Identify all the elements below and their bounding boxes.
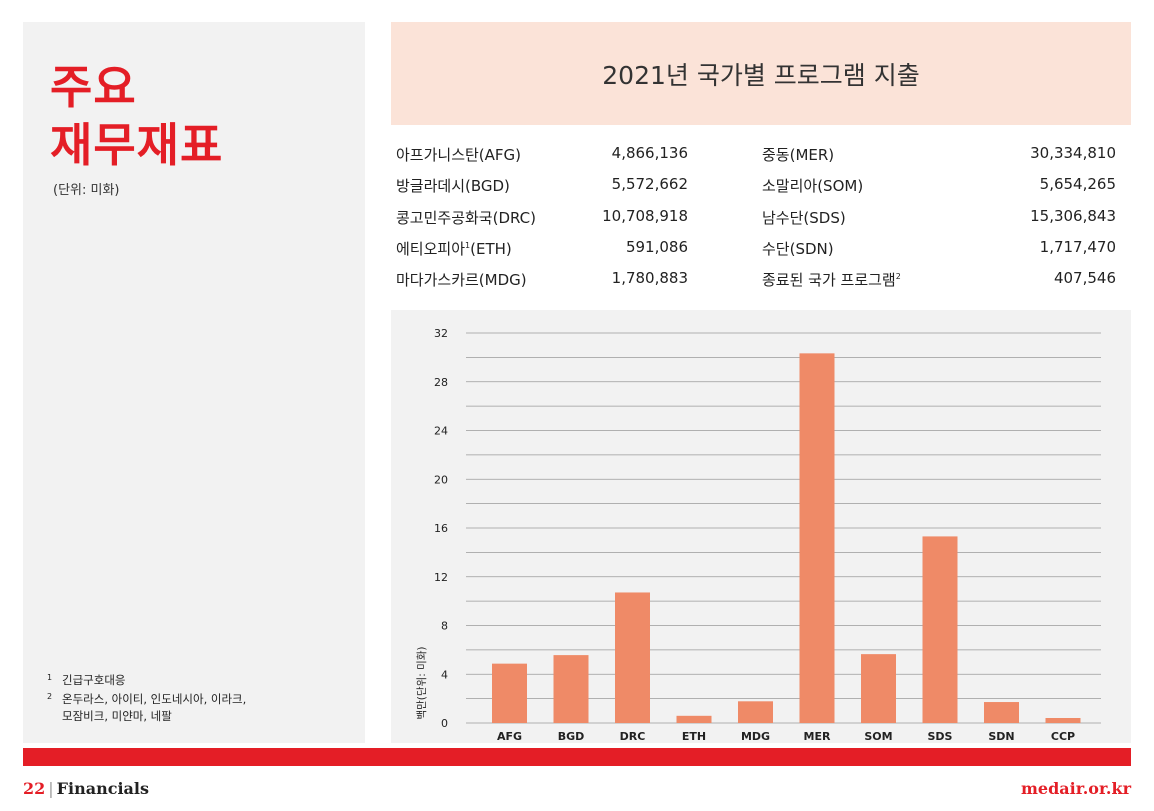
separator: | <box>48 779 54 798</box>
country-value: 591,086 <box>625 237 688 256</box>
country-name: 남수단(SDS) <box>762 208 846 227</box>
x-tick-label: SOM <box>864 730 892 743</box>
bar-som <box>861 654 896 723</box>
bar-mdg <box>738 701 773 723</box>
country-name: 콩고민주공화국(DRC) <box>396 208 537 227</box>
x-tick-label: MDG <box>741 730 770 743</box>
footnote-number: 1 <box>47 673 53 682</box>
table-row: 아프가니스탄(AFG) 4,866,136 중동(MER) 30,334,810 <box>396 140 1116 171</box>
country-name-text: 에티오피아 <box>396 239 466 258</box>
country-name: 아프가니스탄(AFG) <box>396 146 522 164</box>
page-title-line1: 주요 <box>50 60 137 114</box>
country-value: 5,654,265 <box>1039 175 1116 194</box>
x-tick-label: BGD <box>558 730 585 743</box>
country-value: 15,306,843 <box>1030 206 1116 225</box>
y-tick-label: 16 <box>434 522 448 535</box>
country-name: 종료된 국가 프로그램2 <box>762 269 901 290</box>
country-value: 1,717,470 <box>1039 237 1116 256</box>
bar-sds <box>922 536 958 723</box>
page-footer: 22 | Financials <box>23 779 149 798</box>
y-tick-label: 0 <box>441 717 448 730</box>
country-name: 수단(SDN) <box>762 239 834 258</box>
country-value: 10,708,918 <box>602 206 688 225</box>
country-value: 4,866,136 <box>611 144 688 162</box>
x-tick-label: SDN <box>988 730 1014 743</box>
x-tick-label: SDS <box>928 730 953 743</box>
y-tick-label: 32 <box>434 327 448 340</box>
y-axis-label: 백만(단위: 미화) <box>415 646 428 719</box>
x-tick-label: AFG <box>497 730 522 743</box>
expenditure-table: 아프가니스탄(AFG) 4,866,136 중동(MER) 30,334,810… <box>396 140 1116 296</box>
bar-mer <box>799 353 835 723</box>
country-code: (ETH) <box>470 239 512 258</box>
table-row: 콩고민주공화국(DRC) 10,708,918 남수단(SDS) 15,306,… <box>396 203 1116 234</box>
footer-bar <box>23 748 1131 766</box>
bar-sdn <box>984 702 1019 723</box>
bar-drc <box>615 592 650 723</box>
country-name: 마다가스카르(MDG) <box>396 271 527 289</box>
country-value: 407,546 <box>1053 269 1116 287</box>
footnote-text-cont: 모잠비크, 미얀마, 네팔 <box>62 709 172 723</box>
footnote-2: 2 온두라스, 아이티, 인도네시아, 이라크, 모잠비크, 미얀마, 네팔 <box>47 691 246 725</box>
y-tick-label: 12 <box>434 571 448 584</box>
table-row: 에티오피아1(ETH) 591,086 수단(SDN) 1,717,470 <box>396 234 1116 265</box>
footnote-text: 긴급구호대응 <box>62 673 126 687</box>
page-title-line2: 재무재표 <box>50 118 224 172</box>
footnote-ref: 1 <box>465 240 471 250</box>
country-name: 중동(MER) <box>762 146 835 164</box>
y-tick-label: 24 <box>434 425 448 438</box>
footnote-number: 2 <box>47 692 53 701</box>
chart-panel: 0 4 8 12 16 20 24 28 32 백만(단위: 미화) AFG BGD DRC ETH MDG… <box>391 310 1131 743</box>
page-number: 22 <box>23 779 46 798</box>
footnotes: 1 긴급구호대응 2 온두라스, 아이티, 인도네시아, 이라크, 모잠비크, … <box>47 672 246 727</box>
y-tick-label: 28 <box>434 376 448 389</box>
bar-chart: 0 4 8 12 16 20 24 28 32 백만(단위: 미화) AFG BGD DRC ETH MDG… <box>415 327 1101 743</box>
footnote-1: 1 긴급구호대응 <box>47 672 246 689</box>
sidebar-panel: 주요 재무재표 (단위: 미화) 1 긴급구호대응 2 온두라스, 아이티, 인… <box>23 22 365 743</box>
site-link[interactable]: medair.or.kr <box>1021 779 1131 798</box>
country-name: 소말리아(SOM) <box>762 177 864 196</box>
chart-header: 2021년 국가별 프로그램 지출 <box>391 22 1131 125</box>
country-value: 5,572,662 <box>611 175 688 194</box>
country-name: 에티오피아1(ETH) <box>396 238 512 259</box>
table-row: 방글라데시(BGD) 5,572,662 소말리아(SOM) 5,654,265 <box>396 171 1116 202</box>
section-name: Financials <box>56 779 149 798</box>
country-name: 방글라데시(BGD) <box>396 177 510 196</box>
country-value: 1,780,883 <box>611 269 688 287</box>
x-tick-label: MER <box>804 730 831 743</box>
unit-note: (단위: 미화) <box>53 183 120 198</box>
x-tick-label: DRC <box>620 730 646 743</box>
y-tick-label: 4 <box>441 668 448 681</box>
chart-title: 2021년 국가별 프로그램 지출 <box>602 61 920 90</box>
program-name-text: 종료된 국가 프로그램 <box>762 271 896 289</box>
x-tick-label: CCP <box>1051 730 1075 743</box>
bar-eth <box>676 715 712 723</box>
bar-afg <box>492 663 527 723</box>
footnote-text: 온두라스, 아이티, 인도네시아, 이라크, <box>62 692 247 706</box>
page-title: 주요 재무재표 <box>50 58 223 174</box>
y-tick-label: 20 <box>434 473 448 486</box>
table-row: 마다가스카르(MDG) 1,780,883 종료된 국가 프로그램2 407,5… <box>396 265 1116 296</box>
x-tick-label: ETH <box>682 730 706 743</box>
y-tick-label: 8 <box>441 620 448 633</box>
bar-bgd <box>553 655 589 723</box>
bar-ccp <box>1045 718 1081 723</box>
footnote-ref: 2 <box>895 272 901 281</box>
country-value: 30,334,810 <box>1030 144 1116 162</box>
